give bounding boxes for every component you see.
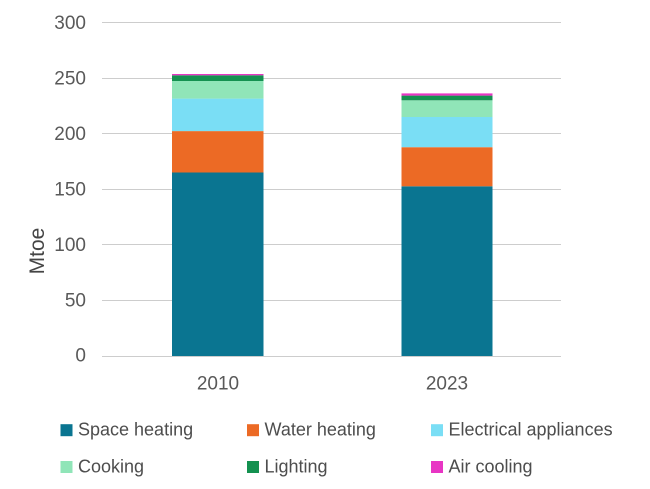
svg-text:Electrical appliances: Electrical appliances — [449, 420, 613, 440]
svg-text:50: 50 — [65, 291, 86, 312]
svg-text:Cooking: Cooking — [78, 456, 144, 476]
svg-text:150: 150 — [54, 180, 86, 201]
svg-text:250: 250 — [54, 69, 86, 90]
svg-text:300: 300 — [54, 13, 86, 34]
svg-text:2010: 2010 — [197, 374, 239, 395]
svg-text:Lighting: Lighting — [265, 456, 328, 476]
svg-text:2023: 2023 — [426, 374, 468, 395]
svg-text:200: 200 — [54, 124, 86, 145]
svg-text:0: 0 — [75, 346, 86, 367]
svg-text:Air cooling: Air cooling — [449, 456, 533, 476]
svg-text:Space heating: Space heating — [78, 420, 193, 440]
svg-text:100: 100 — [54, 235, 86, 256]
svg-text:Water heating: Water heating — [265, 420, 376, 440]
svg-text:Mtoe: Mtoe — [26, 228, 49, 275]
